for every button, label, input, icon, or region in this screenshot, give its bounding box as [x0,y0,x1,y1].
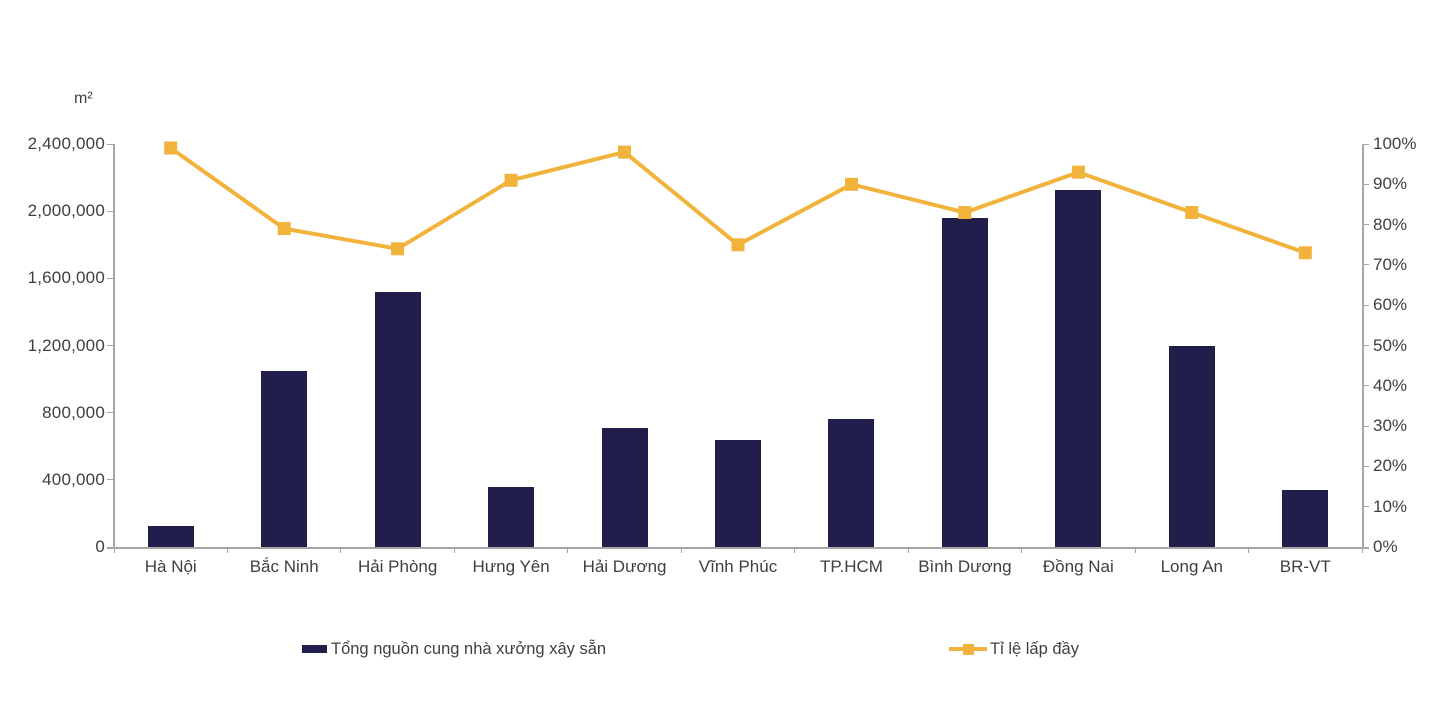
right-axis-tick-label: 20% [1373,456,1408,476]
right-axis-tick-label: 40% [1373,375,1408,395]
occupancy-marker [1185,206,1199,219]
x-axis-tick-mark [113,548,115,553]
right-axis-tick-mark [1362,385,1369,387]
x-axis-tick-mark [1361,548,1363,553]
left-axis-tick-mark [107,479,114,481]
category-label: Vĩnh Phúc [698,557,778,576]
right-axis-tick-mark [1362,546,1369,548]
category-label: Hưng Yên [472,557,550,576]
left-axis-tick-mark [107,345,114,346]
left-axis-tick-label: 2,400,000 [27,134,105,153]
left-axis-tick-label: 2,000,000 [27,201,105,221]
category-label: Hải Dương [582,557,667,576]
right-axis-tick-mark [1362,143,1369,145]
right-axis-tick-mark [1362,465,1369,467]
x-axis-tick-mark [1134,548,1136,553]
left-axis-line [113,144,115,548]
category-label: TP.HCM [819,557,883,576]
supply-bar-legend-swatch [302,645,327,653]
right-axis-tick-mark [1362,506,1369,508]
legend-label-occupancy: Tỉ lệ lấp đầy [990,639,1079,658]
left-axis-tick-label: 1,200,000 [27,335,105,355]
right-axis-tick-label: 30% [1373,416,1408,436]
supply-bar [1282,489,1329,547]
x-axis-line [107,547,1369,549]
left-axis-tick-label: 400,000 [42,469,105,489]
left-axis-tick-mark [107,143,114,145]
right-axis-tick-label: 0% [1373,537,1398,556]
x-axis-tick-mark [453,548,455,553]
occupancy-marker [618,145,631,159]
category-label: Hà Nội [144,557,197,576]
right-axis-tick-mark [1362,183,1369,185]
occupancy-marker [1298,246,1312,260]
supply-bar [488,486,535,547]
right-axis-tick-mark [1362,304,1369,306]
right-axis-tick-mark [1362,425,1369,427]
supply-bar [147,526,194,547]
right-axis-tick-mark [1362,224,1369,226]
left-axis-tick-mark [107,277,114,279]
left-axis-tick-mark [107,210,114,212]
legend-label-supply: Tổng nguồn cung nhà xưởng xây sẵn [331,639,607,658]
supply-bar [828,419,875,547]
right-axis-tick-label: 10% [1373,496,1408,516]
category-label: Bắc Ninh [249,557,319,576]
legend-item-supply: Tổng nguồn cung nhà xưởng xây sẵn [302,640,606,658]
x-axis-tick-mark [680,548,682,553]
supply-bar [1055,190,1102,547]
supply-bar [1168,345,1215,547]
category-label: Long An [1160,557,1223,576]
right-axis-tick-label: 80% [1373,214,1408,234]
right-axis-tick-label: 70% [1373,254,1408,274]
left-axis-tick-label: 1,600,000 [27,268,105,288]
supply-bar [261,370,308,547]
x-axis-tick-mark [794,548,796,553]
occupancy-marker [504,173,518,187]
occupancy-marker-icon [962,643,974,655]
supply-bar [374,291,421,547]
left-axis-tick-mark [107,412,114,414]
legend-item-occupancy: Tỉ lệ lấp đầy [949,640,1079,658]
left-axis-tick-label: 0 [95,537,105,556]
occupancy-marker [1071,165,1085,179]
x-axis-tick-mark [340,548,342,553]
category-label: Bình Dương [918,557,1012,576]
occupancy-marker [731,238,745,252]
x-axis-tick-mark [567,548,569,553]
occupancy-marker [164,141,178,155]
right-axis-line [1362,144,1364,548]
x-axis-tick-mark [1248,548,1250,553]
x-axis-tick-mark [226,548,228,553]
right-axis-tick-label: 100% [1373,134,1417,153]
supply-bar [715,439,761,547]
occupancy-marker [277,222,291,236]
right-axis-tick-label: 60% [1373,295,1408,315]
category-label: Hải Phòng [357,557,438,576]
occupancy-line [169,146,1306,255]
supply-bar [941,217,988,547]
category-label: BR-VT [1279,557,1331,576]
right-axis-tick-mark [1362,264,1369,266]
supply-bar [601,427,648,547]
left-axis-tick-label: 800,000 [42,402,105,422]
occupancy-marker [391,242,405,256]
x-axis-tick-mark [1021,548,1023,553]
right-axis-tick-mark [1362,345,1369,346]
category-label: Đồng Nai [1042,557,1114,576]
left-axis-tick-mark [107,546,114,548]
left-axis-unit-label: m² [74,90,93,107]
occupancy-line-legend-swatch [949,643,987,655]
x-axis-tick-mark [907,548,909,553]
right-axis-tick-label: 90% [1373,174,1408,194]
right-axis-tick-label: 50% [1373,335,1408,355]
occupancy-marker [845,177,858,191]
